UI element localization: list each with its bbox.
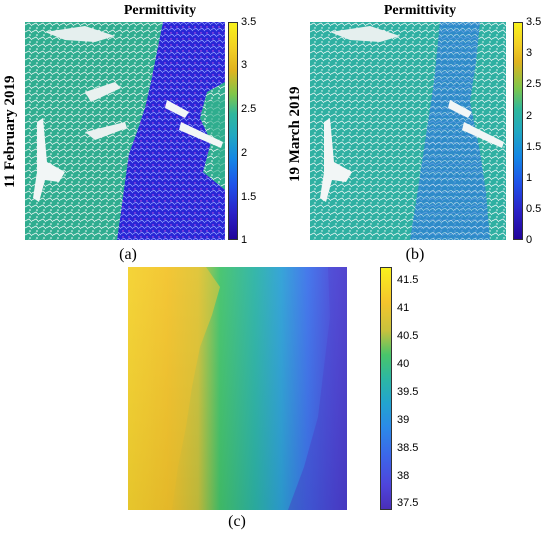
panel-a-colorbar-tick: 2.5 xyxy=(241,103,257,115)
panel-b-colorbar-tick: 3.5 xyxy=(526,16,542,28)
panel-c-colorbar-tick: 38.5 xyxy=(397,442,419,454)
panel-a-title: Permittivity xyxy=(123,3,197,18)
panel-a-colorbar-tick: 2 xyxy=(241,147,248,159)
panel-b-map xyxy=(310,22,506,240)
panel-b-colorbar-tick: 2.5 xyxy=(526,78,542,90)
panel-b-colorbar-tick: 0.5 xyxy=(526,203,542,215)
panel-b-colorbar xyxy=(513,22,523,240)
panel-b-colorbar-tick: 1 xyxy=(526,172,533,184)
panel-b-colorbar-tick: 0 xyxy=(526,234,533,246)
panel-b-title: Permittivity xyxy=(383,3,457,18)
panel-b-side-label: 19 March 2019 xyxy=(287,86,303,182)
panel-a-colorbar-tick: 1.5 xyxy=(241,191,257,203)
panel-c-colorbar xyxy=(380,267,392,510)
panel-c-colorbar-tick: 39.5 xyxy=(397,386,419,398)
panel-a-map xyxy=(25,22,225,240)
panel-c-colorbar-tick: 41.5 xyxy=(397,274,419,286)
panel-c-colorbar-tick: 41 xyxy=(397,302,410,314)
panel-c-colorbar-tick: 40.5 xyxy=(397,330,419,342)
panel-c-letter: (c) xyxy=(228,513,246,530)
panel-b-colorbar-tick: 1.5 xyxy=(526,141,542,153)
panel-c-colorbar-tick: 37.5 xyxy=(397,497,419,509)
panel-b-letter: (b) xyxy=(405,246,425,263)
panel-b-colorbar-tick: 3 xyxy=(526,47,533,59)
panel-c-colorbar-tick: 38 xyxy=(397,470,410,482)
panel-c-map xyxy=(128,267,347,510)
panel-b-colorbar-tick: 2 xyxy=(526,110,533,122)
panel-a-colorbar-tick: 1 xyxy=(241,234,248,246)
panel-c-colorbar-tick: 40 xyxy=(397,358,410,370)
panel-a-letter: (a) xyxy=(119,246,137,263)
panel-a-colorbar xyxy=(228,22,238,240)
panel-a-side-label: 11 February 2019 xyxy=(2,75,18,189)
panel-a-colorbar-tick: 3.5 xyxy=(241,16,257,28)
panel-a-colorbar-tick: 3 xyxy=(241,59,248,71)
panel-c-colorbar-tick: 39 xyxy=(397,414,410,426)
